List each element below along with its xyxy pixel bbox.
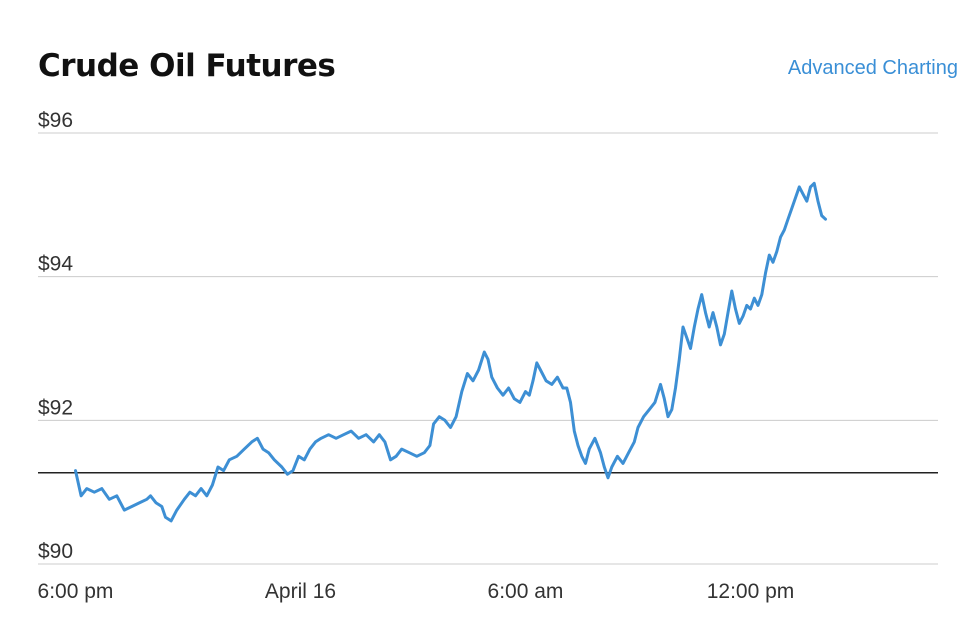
price-series-line: [74, 181, 827, 523]
y-tick-label: $92: [38, 396, 73, 419]
y-tick-label: $94: [38, 253, 73, 276]
y-tick-label: $96: [38, 109, 73, 132]
advanced-charting-link[interactable]: Advanced Charting: [787, 57, 958, 79]
chart-title: Crude Oil Futures: [38, 48, 336, 84]
series-group: [74, 181, 827, 523]
y-axis-labels: $90 $92 $94 $96: [38, 109, 73, 563]
x-tick-label: 6:00 am: [488, 580, 564, 603]
y-tick-label: $90: [38, 540, 73, 563]
x-tick-label: April 16: [265, 580, 336, 603]
gridlines: [38, 132, 938, 565]
x-axis-labels: 6:00 pm April 16 6:00 am 12:00 pm: [38, 580, 795, 603]
x-tick-label: 12:00 pm: [707, 580, 795, 603]
x-tick-label: 6:00 pm: [38, 580, 114, 603]
